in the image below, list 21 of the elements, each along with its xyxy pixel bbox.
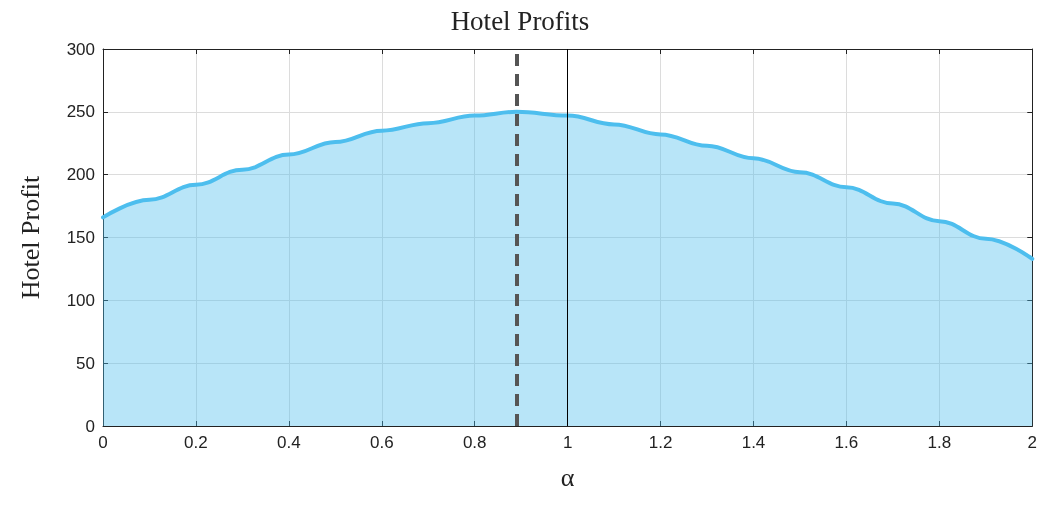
y-tick-label: 250 — [66, 102, 95, 122]
x-tick-label: 1.2 — [648, 433, 673, 452]
x-tick-label: 2 — [1027, 433, 1038, 452]
y-tick-label: 50 — [76, 353, 95, 373]
x-tick-label: 0.4 — [277, 433, 301, 452]
x-tick-label: 1 — [562, 433, 573, 452]
y-tick-label: 200 — [66, 165, 95, 185]
y-axis-title: Hotel Profit — [15, 174, 45, 300]
y-tick-label: 0 — [85, 416, 95, 436]
x-tick-label: 0 — [98, 433, 108, 452]
x-tick-label: 0.8 — [462, 433, 487, 452]
y-tick-label: 300 — [66, 39, 95, 59]
x-axis-title: α — [560, 462, 575, 492]
x-tick-label: 1.4 — [741, 433, 766, 452]
y-tick-label: 100 — [66, 290, 95, 310]
y-tick-label: 150 — [66, 228, 95, 247]
x-tick-label: 0.2 — [184, 433, 208, 452]
x-tick-label: 1.8 — [927, 433, 952, 452]
chart-title: Hotel Profits — [450, 5, 590, 36]
x-tick-label: 0.6 — [369, 433, 394, 452]
x-tick-label: 1.6 — [834, 433, 859, 452]
